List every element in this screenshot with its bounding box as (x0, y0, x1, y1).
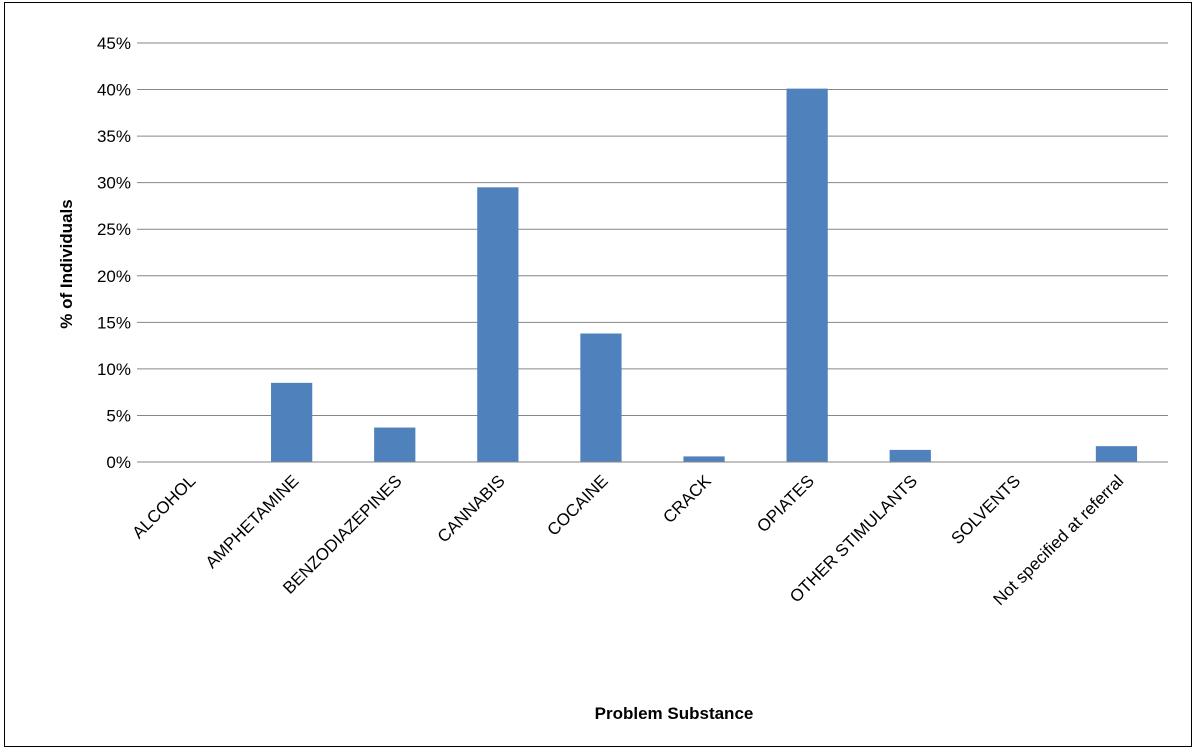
y-tick-label: 10% (97, 360, 131, 379)
bars (271, 88, 1138, 463)
x-tick-label: CRACK (659, 471, 715, 527)
bar (683, 456, 725, 462)
bar (889, 449, 931, 462)
y-tick-label: 45% (97, 34, 131, 53)
x-tick-label: CANNABIS (434, 471, 509, 546)
y-tick-label: 30% (97, 174, 131, 193)
x-tick-label: OPIATES (753, 471, 818, 536)
y-axis-title: % of Individuals (57, 199, 76, 328)
bar (1095, 446, 1138, 462)
x-tick-label: ALCOHOL (128, 471, 199, 542)
y-tick-label: 40% (97, 81, 131, 100)
x-tick-label: SOLVENTS (948, 471, 1025, 548)
y-tick-label: 35% (97, 127, 131, 146)
y-tick-label: 15% (97, 313, 131, 332)
bar (477, 187, 519, 463)
y-tick-label: 0% (106, 453, 131, 472)
y-tick-label: 25% (97, 220, 131, 239)
bar (580, 333, 622, 462)
bar (374, 427, 416, 462)
y-axis-ticks: 0% 5% 10% 15% 20% 25% 30% 35% 40% 45% (97, 34, 131, 472)
x-tick-label: AMPHETAMINE (202, 471, 303, 572)
bar (271, 382, 313, 462)
y-tick-label: 20% (97, 267, 131, 286)
bar (786, 88, 828, 462)
gridlines (137, 42, 1168, 416)
x-axis-title: Problem Substance (595, 704, 754, 723)
y-tick-label: 5% (106, 406, 131, 425)
x-tick-label: BENZODIAZEPINES (279, 471, 405, 597)
x-tick-label: COCAINE (544, 471, 612, 539)
